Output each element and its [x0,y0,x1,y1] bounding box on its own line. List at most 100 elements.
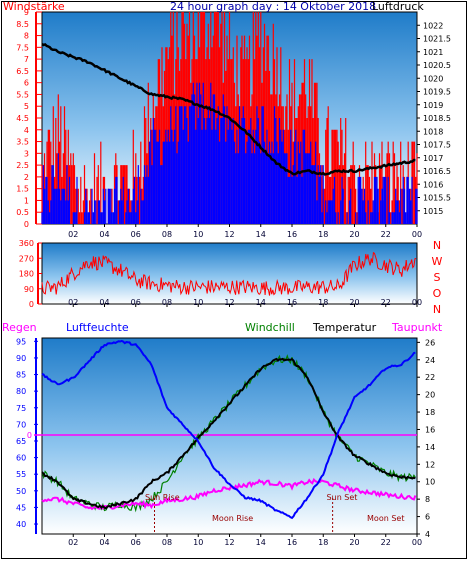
pressure-axis-tick-label: 1015.5 [423,194,451,203]
compass-label: N [433,303,441,316]
wind-axis-tick-label: 1.5 [16,185,29,194]
humidity-temperature-xtick-label: 02 [68,538,78,547]
wind-pressure-xtick-label: 06 [131,230,141,239]
pressure-axis-tick-label: 1020 [423,74,443,83]
pressure-axis-tick-label: 1019 [423,101,443,110]
pressure-axis-tick-label: 1021 [423,48,443,57]
humidity-temperature-xtick-label: 14 [256,538,266,547]
wind-axis-tick-label: 5 [24,102,29,111]
direction-axis-tick-label: 360 [19,239,34,248]
compass-label: O [433,287,442,300]
wind-axis-tick-label: 8 [24,32,29,41]
humidity-axis-tick-label: 75 [16,404,26,413]
temperature-axis-tick-label: 4 [425,530,430,539]
wind-pressure-xtick-label: 00 [412,230,422,239]
direction-axis-tick-label: 270 [19,254,34,263]
wind-pressure-xtick-label: 14 [256,230,266,239]
compass-label: W [432,255,443,268]
humidity-temperature-xtick-label: 08 [162,538,172,547]
temperature-axis-tick-label: 26 [425,338,435,347]
temperature-axis-tick-label: 18 [425,408,435,417]
humidity-series [41,339,416,520]
humidity-axis-tick-label: 70 [16,420,26,429]
wind-pressure-xtick-label: 10 [193,230,203,239]
humidity-axis-tick-label: 65 [16,437,26,446]
wind-pressure-xtick-label: 22 [381,230,391,239]
temperature-axis-tick-label: 20 [425,391,435,400]
temperature-axis-tick-label: 14 [425,443,435,452]
wind-direction-xtick-label: 16 [287,298,297,307]
humidity-temperature-xtick-label: 00 [412,538,422,547]
temperature-axis-tick-label: 10 [425,478,435,487]
wind-direction-xtick-label: 12 [224,298,234,307]
compass-label: N [433,239,441,252]
pressure-axis-tick-label: 1021.5 [423,35,451,44]
humidity-axis-tick-label: 45 [16,503,26,512]
wind-axis-tick-label: 0 [24,220,29,229]
wind-direction-xtick-label: 00 [412,298,422,307]
temperature-axis-tick-label: 6 [425,513,430,522]
wind-direction-xtick-label: 22 [381,298,391,307]
pressure-axis-tick-label: 1015 [423,207,443,216]
wind-axis-tick-label: 0.5 [16,208,29,217]
wind-axis-tick-label: 2 [24,173,29,182]
pressure-axis-tick-label: 1016.5 [423,167,451,176]
wind-axis-tick-label: 6 [24,79,29,88]
humidity-temperature-xtick-label: 06 [131,538,141,547]
wind-direction-xtick-label: 18 [318,298,328,307]
pressure-axis-tick-label: 1016 [423,180,443,189]
sun-set-label: Sun Set [327,493,358,502]
pressure-axis-tick-label: 1018.5 [423,114,451,123]
humidity-axis-tick-label: 55 [16,470,26,479]
wind-axis-tick-label: 4.5 [16,114,29,123]
humidity-temperature-xtick-label: 12 [224,538,234,547]
humidity-temperature-xtick-label: 10 [193,538,203,547]
pressure-axis-tick-label: 1022 [423,21,443,30]
wind-axis-tick-label: 8.5 [16,20,29,29]
humidity-axis-tick-label: 60 [16,454,26,463]
wind-axis-tick-label: 7.5 [16,43,29,52]
wind-direction-xtick-label: 14 [256,298,266,307]
humidity-axis-tick-label: 95 [16,337,26,346]
direction-axis-tick-label: 180 [19,270,34,279]
pressure-axis-tick-label: 1020.5 [423,61,451,70]
humidity-temperature-xtick-label: 04 [99,538,109,547]
wind-axis-tick-label: 2.5 [16,161,29,170]
wind-axis-tick-label: 3 [24,149,29,158]
rain-axis-label: 0 [27,431,32,440]
humidity-temperature-plot-area [41,337,418,535]
wind-axis-tick-label: 5.5 [16,90,29,99]
humidity-axis-tick-label: 80 [16,387,26,396]
direction-axis-tick-label: 90 [24,285,34,294]
compass-label: S [434,271,441,284]
pressure-axis-tick-label: 1018 [423,127,443,136]
pressure-series [41,42,416,176]
humidity-temperature-xtick-label: 18 [318,538,328,547]
moon-rise-label: Moon Rise [212,514,253,523]
wind-direction-xtick-label: 08 [162,298,172,307]
wind-axis-tick-label: 7 [24,55,29,64]
temperature-axis-tick-label: 22 [425,373,435,382]
wind-series [41,82,418,224]
wind-axis-tick-label: 9 [24,8,29,17]
humidity-axis-tick-label: 50 [16,487,26,496]
wind-direction-plot-area [41,242,418,305]
pressure-axis-tick-label: 1017 [423,154,443,163]
moon-set-label: Moon Set [367,514,404,523]
wind-direction-xtick-label: 10 [193,298,203,307]
temperature-axis-tick-label: 24 [425,356,435,365]
legend-luftfeuchte: Luftfeuchte [66,321,129,334]
wind-axis-tick-label: 1 [24,196,29,205]
wind-pressure-xtick-label: 18 [318,230,328,239]
wind-direction-xtick-label: 20 [349,298,359,307]
humidity-temperature-xtick-label: 22 [381,538,391,547]
wind-direction-series [41,251,417,296]
wind-axis-tick-label: 3.5 [16,138,29,147]
pressure-axis-tick-label: 1019.5 [423,88,451,97]
legend-taupunkt: Taupunkt [392,321,443,334]
temperature-axis-tick-label: 8 [425,495,430,504]
legend-temperatur: Temperatur [313,321,377,334]
header-left-label: Windstärke [3,0,65,13]
